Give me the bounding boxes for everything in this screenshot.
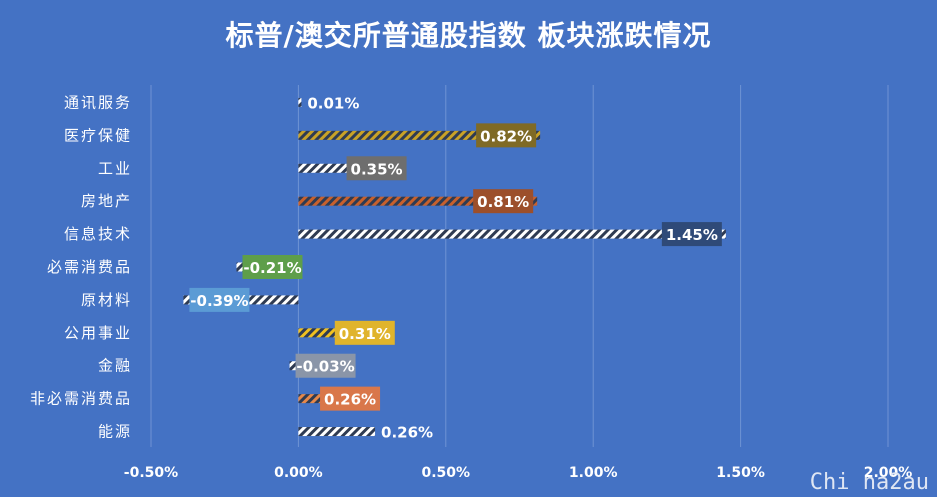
data-label-box [189, 287, 250, 312]
category-label: 信息技术 [64, 225, 132, 243]
data-label: 0.31% [339, 325, 391, 343]
data-label-box [661, 222, 722, 247]
x-tick-label: 0.50% [422, 465, 471, 481]
data-label: -0.39% [190, 292, 248, 310]
data-label-box [334, 320, 395, 345]
data-label: -0.21% [243, 259, 301, 277]
data-label-box [242, 255, 303, 279]
data-label: 0.35% [351, 160, 403, 178]
category-label: 医疗保健 [64, 126, 132, 144]
bar [298, 97, 302, 107]
category-label: 能源 [98, 423, 132, 441]
category-label: 非必需消费品 [30, 390, 132, 408]
data-label: 0.01% [307, 94, 359, 112]
category-label: 通讯服务 [64, 93, 132, 111]
data-label-box [295, 353, 356, 378]
x-tick-label: 1.00% [569, 465, 618, 481]
data-label: 0.26% [324, 391, 376, 409]
data-label-box [473, 189, 534, 214]
category-label: 原材料 [81, 291, 132, 309]
data-label-box [346, 156, 407, 181]
x-tick-label: 2.00% [864, 465, 913, 481]
bar [298, 196, 538, 206]
data-label-box [476, 123, 537, 148]
x-tick-label: -0.50% [124, 465, 178, 481]
bar [298, 427, 376, 437]
data-label: 0.82% [480, 127, 532, 145]
category-label: 必需消费品 [47, 258, 132, 276]
category-label: 公用事业 [64, 324, 132, 342]
x-tick-label: 1.50% [716, 465, 765, 481]
data-label: 1.45% [666, 226, 718, 244]
data-label: -0.03% [296, 358, 354, 376]
data-label: 0.81% [477, 193, 529, 211]
chart-title: 标普/澳交所普通股指数 板块涨跌情况 [225, 19, 712, 52]
watermark: Chi na2au [809, 470, 929, 495]
category-label: 工业 [98, 159, 132, 177]
x-tick-label: 0.00% [274, 465, 323, 481]
bar [298, 130, 541, 140]
category-label: 金融 [98, 357, 132, 375]
bar [298, 229, 726, 239]
data-label: 0.26% [381, 424, 433, 442]
category-label: 房地产 [81, 192, 132, 210]
bar [289, 361, 299, 371]
data-label-box [320, 386, 381, 411]
